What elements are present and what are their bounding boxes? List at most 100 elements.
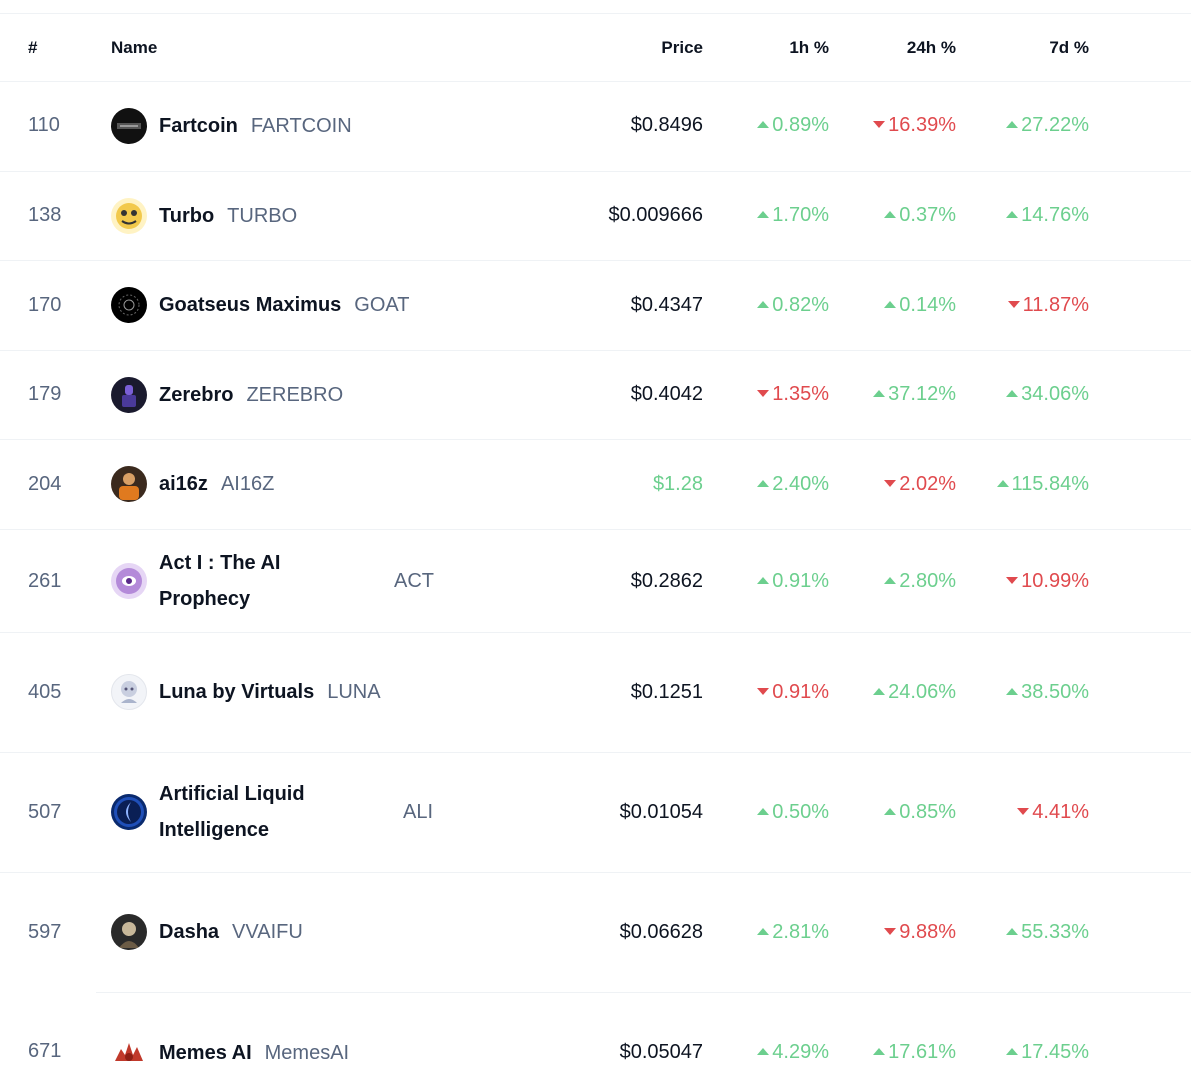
- coin-price: $0.2862: [630, 570, 703, 592]
- table-row[interactable]: 507 Artificial Liquid Intelligence ALI $…: [0, 753, 1191, 873]
- coin-symbol: ALI: [403, 801, 434, 823]
- caret-down-icon: [1006, 577, 1019, 584]
- coin-price: $0.1251: [630, 681, 703, 703]
- table-header: # Name Price 1h % 24h % 7d %: [0, 14, 1191, 82]
- change-24h: 24.06%: [873, 681, 956, 704]
- coin-cell[interactable]: Zerebro ZEREBRO: [111, 377, 343, 413]
- change-24h: 17.61%: [873, 1041, 956, 1064]
- caret-up-icon: [884, 211, 897, 218]
- coin-cell[interactable]: Memes AI MemesAI: [111, 1035, 349, 1071]
- row-rank: 261: [28, 570, 62, 592]
- row-rank: 138: [28, 204, 62, 226]
- header-rank[interactable]: #: [28, 38, 38, 57]
- caret-up-icon: [1006, 688, 1019, 695]
- change-1h: 0.91%: [757, 570, 829, 593]
- coin-cell[interactable]: Fartcoin FARTCOIN: [111, 108, 352, 144]
- header-price[interactable]: Price: [661, 38, 703, 57]
- table-row[interactable]: 405 Luna by Virtuals LUNA $0.1251 0.91% …: [0, 633, 1191, 753]
- change-7d: 55.33%: [1006, 921, 1089, 944]
- change-1h: 0.50%: [757, 801, 829, 824]
- change-1h: 4.29%: [757, 1041, 829, 1064]
- change-7d: 10.99%: [1006, 570, 1089, 593]
- coin-symbol: LUNA: [327, 680, 381, 703]
- caret-up-icon: [1006, 1048, 1019, 1055]
- change-1h: 1.70%: [757, 204, 829, 227]
- caret-up-icon: [884, 577, 897, 584]
- coin-name[interactable]: Turbo: [159, 204, 215, 227]
- coin-cell[interactable]: ai16z AI16Z: [111, 466, 274, 502]
- coin-name[interactable]: Goatseus Maximus: [159, 293, 342, 316]
- luna-logo-icon: [111, 674, 147, 710]
- goat-logo-icon: [111, 287, 147, 323]
- coin-symbol: VVAIFU: [232, 920, 303, 943]
- row-rank: 179: [28, 383, 62, 405]
- coin-name[interactable]: ai16z: [159, 472, 208, 495]
- change-7d: 4.41%: [1017, 801, 1089, 824]
- caret-up-icon: [1006, 211, 1019, 218]
- header-name[interactable]: Name: [111, 38, 158, 57]
- coin-name[interactable]: Act I : The AI Prophecy: [159, 552, 281, 610]
- change-7d: 14.76%: [1006, 204, 1089, 227]
- caret-up-icon: [757, 211, 770, 218]
- row-rank: 507: [28, 801, 62, 823]
- row-divider: [96, 992, 1191, 993]
- table-row[interactable]: 179 Zerebro ZEREBRO $0.4042 1.35% 37.12%…: [0, 351, 1191, 440]
- coin-name[interactable]: Zerebro: [159, 383, 234, 406]
- row-rank: 671: [28, 1040, 62, 1062]
- coin-name[interactable]: Dasha: [159, 920, 220, 943]
- coin-cell[interactable]: Act I : The AI Prophecy: [111, 545, 369, 617]
- caret-up-icon: [1006, 390, 1019, 397]
- change-7d: 27.22%: [1006, 114, 1089, 137]
- caret-up-icon: [757, 808, 770, 815]
- table-row[interactable]: 138 Turbo TURBO $0.009666 1.70% 0.37% 14…: [0, 172, 1191, 261]
- header-24h[interactable]: 24h %: [906, 38, 956, 57]
- coin-symbol: MemesAI: [264, 1041, 350, 1064]
- caret-up-icon: [1006, 121, 1019, 128]
- coin-symbol: ZEREBRO: [246, 383, 344, 406]
- change-7d: 115.84%: [996, 473, 1089, 496]
- coin-cell[interactable]: Artificial Liquid Intelligence: [111, 776, 369, 848]
- table-row[interactable]: 597 Dasha VVAIFU $0.06628 2.81% 9.88% 55…: [0, 873, 1191, 993]
- coin-price: $0.009666: [608, 204, 703, 226]
- row-rank: 204: [28, 473, 62, 495]
- caret-up-icon: [757, 1048, 770, 1055]
- coin-price: $0.4347: [630, 294, 703, 316]
- coin-cell[interactable]: Luna by Virtuals LUNA: [111, 674, 381, 710]
- header-7d[interactable]: 7d %: [1049, 38, 1089, 57]
- table-row[interactable]: 671 Memes AI MemesAI $0.05047 4.29% 17.6…: [0, 993, 1191, 1090]
- coin-name[interactable]: Artificial Liquid Intelligence: [159, 783, 305, 841]
- zerebro-logo-icon: [111, 377, 147, 413]
- change-7d: 38.50%: [1006, 681, 1089, 704]
- coin-cell[interactable]: Turbo TURBO: [111, 198, 297, 234]
- row-rank: 405: [28, 681, 62, 703]
- turbo-logo-icon: [111, 198, 147, 234]
- table-row[interactable]: 110 Fartcoin FARTCOIN $0.8496 0.89% 16.3…: [0, 82, 1191, 172]
- change-7d: 11.87%: [1007, 294, 1089, 317]
- change-1h: 0.91%: [757, 681, 829, 704]
- ali-logo-icon: [111, 794, 147, 830]
- caret-up-icon: [757, 480, 770, 487]
- change-24h: 16.39%: [873, 114, 956, 137]
- caret-up-icon: [757, 121, 770, 128]
- coin-name[interactable]: Memes AI: [159, 1041, 252, 1064]
- change-1h: 0.89%: [757, 114, 829, 137]
- change-24h: 0.37%: [884, 204, 956, 227]
- table-row[interactable]: 261 Act I : The AI Prophecy ACT $0.2862 …: [0, 530, 1191, 633]
- change-7d: 34.06%: [1006, 383, 1089, 406]
- coin-name[interactable]: Luna by Virtuals: [159, 680, 315, 703]
- table-row[interactable]: 204 ai16z AI16Z $1.28 2.40% 2.02% 115.84…: [0, 440, 1191, 530]
- caret-up-icon: [757, 928, 770, 935]
- change-7d: 17.45%: [1006, 1041, 1089, 1064]
- table-row[interactable]: 170 Goatseus Maximus GOAT $0.4347 0.82% …: [0, 261, 1191, 351]
- caret-down-icon: [1017, 808, 1030, 815]
- coin-cell[interactable]: Dasha VVAIFU: [111, 914, 303, 950]
- row-rank: 170: [28, 294, 62, 316]
- caret-down-icon: [884, 480, 897, 487]
- caret-up-icon: [1006, 928, 1019, 935]
- caret-down-icon: [757, 688, 770, 695]
- fartcoin-logo-icon: [111, 108, 147, 144]
- change-24h: 2.80%: [884, 570, 956, 593]
- coin-cell[interactable]: Goatseus Maximus GOAT: [111, 287, 409, 323]
- coin-name[interactable]: Fartcoin: [159, 114, 238, 137]
- header-1h[interactable]: 1h %: [789, 38, 829, 57]
